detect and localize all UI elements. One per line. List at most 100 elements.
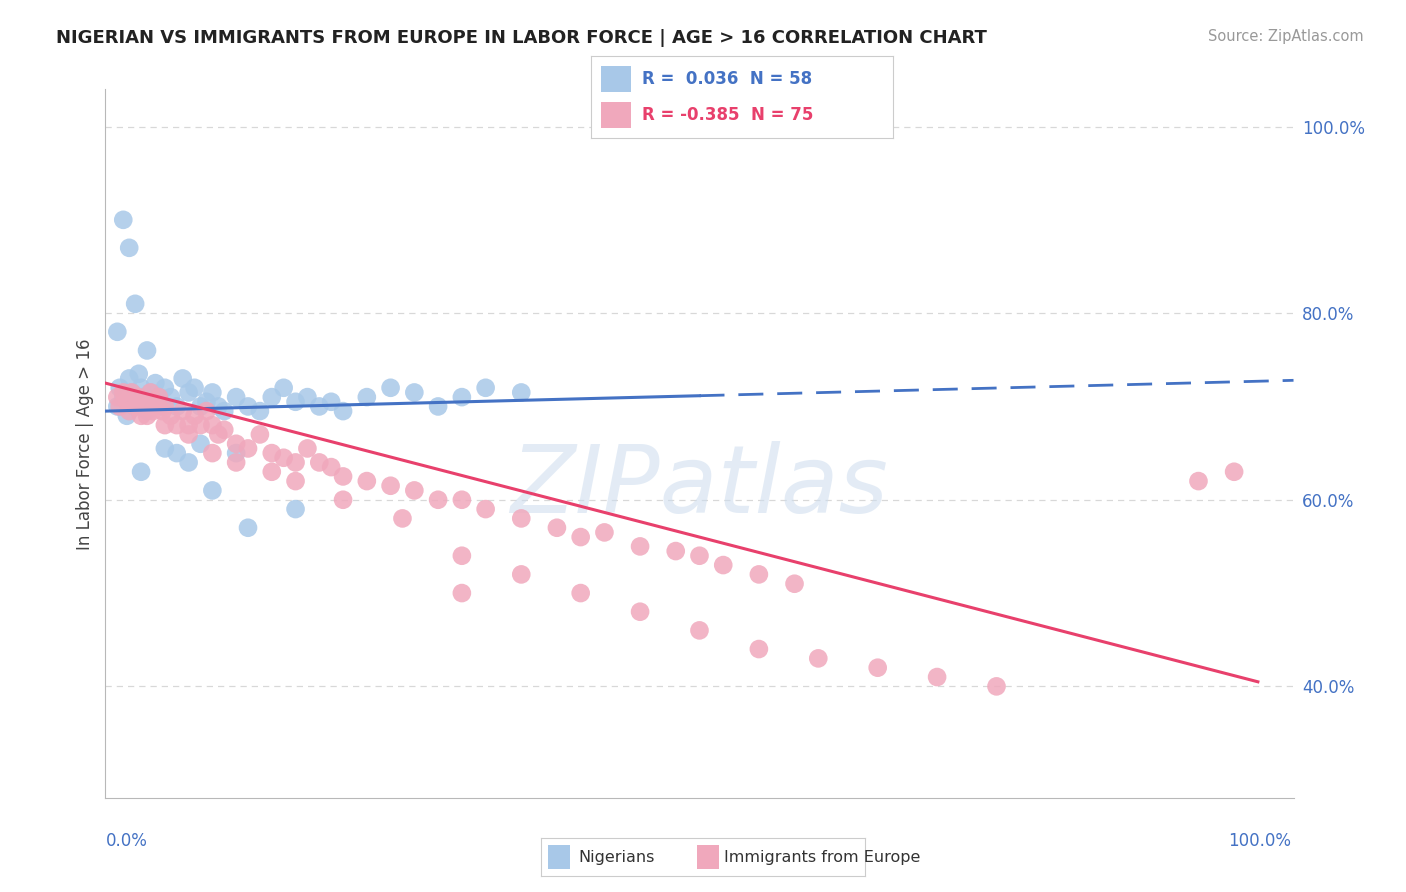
- Point: [118, 371, 141, 385]
- Point: [273, 381, 295, 395]
- Point: [284, 394, 307, 409]
- Point: [450, 390, 472, 404]
- Point: [136, 343, 159, 358]
- Point: [546, 521, 568, 535]
- Point: [159, 409, 181, 423]
- Point: [214, 404, 236, 418]
- Point: [112, 390, 135, 404]
- Point: [297, 390, 319, 404]
- Point: [201, 385, 224, 400]
- Point: [1187, 474, 1209, 488]
- Point: [308, 455, 330, 469]
- Point: [404, 385, 426, 400]
- Point: [866, 661, 889, 675]
- Point: [195, 394, 218, 409]
- Point: [136, 404, 159, 418]
- Bar: [602, 66, 631, 92]
- Point: [510, 511, 533, 525]
- Point: [332, 492, 354, 507]
- Point: [201, 483, 224, 498]
- Point: [153, 442, 176, 456]
- Point: [195, 404, 218, 418]
- Point: [284, 455, 307, 469]
- Point: [783, 576, 806, 591]
- Point: [172, 371, 194, 385]
- Point: [249, 427, 271, 442]
- Point: [236, 521, 259, 535]
- Point: [172, 404, 194, 418]
- Point: [474, 502, 496, 516]
- Point: [128, 367, 150, 381]
- Point: [207, 427, 229, 442]
- Point: [148, 390, 170, 404]
- Point: [450, 492, 472, 507]
- Point: [225, 446, 247, 460]
- Point: [1223, 465, 1246, 479]
- Point: [510, 567, 533, 582]
- Point: [404, 483, 426, 498]
- Point: [166, 418, 188, 433]
- Point: [236, 442, 259, 456]
- Text: R =  0.036  N = 58: R = 0.036 N = 58: [643, 70, 813, 87]
- Point: [190, 400, 212, 414]
- Point: [152, 404, 174, 418]
- Point: [121, 385, 143, 400]
- Point: [132, 394, 155, 409]
- Point: [510, 385, 533, 400]
- Point: [190, 418, 212, 433]
- Point: [748, 642, 770, 657]
- Text: NIGERIAN VS IMMIGRANTS FROM EUROPE IN LABOR FORCE | AGE > 16 CORRELATION CHART: NIGERIAN VS IMMIGRANTS FROM EUROPE IN LA…: [56, 29, 987, 46]
- Point: [569, 530, 592, 544]
- Point: [166, 400, 188, 414]
- Point: [153, 400, 176, 414]
- Bar: [696, 846, 720, 869]
- Bar: [548, 846, 571, 869]
- Point: [284, 502, 307, 516]
- Point: [136, 409, 159, 423]
- Text: 100.0%: 100.0%: [1227, 832, 1291, 850]
- Point: [105, 325, 128, 339]
- Point: [183, 409, 205, 423]
- Point: [356, 390, 378, 404]
- Point: [139, 385, 162, 400]
- Point: [142, 400, 165, 414]
- Y-axis label: In Labor Force | Age > 16: In Labor Force | Age > 16: [76, 338, 94, 549]
- Point: [132, 390, 155, 404]
- Point: [190, 436, 212, 450]
- Point: [628, 605, 651, 619]
- Point: [297, 442, 319, 456]
- Point: [986, 679, 1008, 693]
- Point: [260, 446, 283, 460]
- Point: [225, 455, 247, 469]
- Point: [628, 540, 651, 554]
- Point: [136, 400, 159, 414]
- Point: [153, 418, 176, 433]
- Point: [108, 400, 131, 414]
- Point: [807, 651, 830, 665]
- Point: [214, 423, 236, 437]
- Point: [689, 549, 711, 563]
- Point: [260, 465, 283, 479]
- Point: [665, 544, 688, 558]
- Point: [356, 474, 378, 488]
- Point: [129, 409, 152, 423]
- Point: [474, 381, 496, 395]
- Point: [118, 241, 141, 255]
- Text: Source: ZipAtlas.com: Source: ZipAtlas.com: [1208, 29, 1364, 44]
- Point: [689, 624, 711, 638]
- Point: [129, 465, 152, 479]
- Point: [569, 586, 592, 600]
- Point: [207, 400, 229, 414]
- Point: [332, 404, 354, 418]
- Point: [159, 390, 181, 404]
- Point: [711, 558, 734, 572]
- Point: [177, 427, 200, 442]
- Point: [236, 400, 259, 414]
- Point: [225, 436, 247, 450]
- Point: [124, 400, 146, 414]
- Point: [148, 390, 170, 404]
- Point: [427, 400, 450, 414]
- Point: [380, 479, 402, 493]
- Point: [115, 409, 138, 423]
- Point: [129, 381, 152, 395]
